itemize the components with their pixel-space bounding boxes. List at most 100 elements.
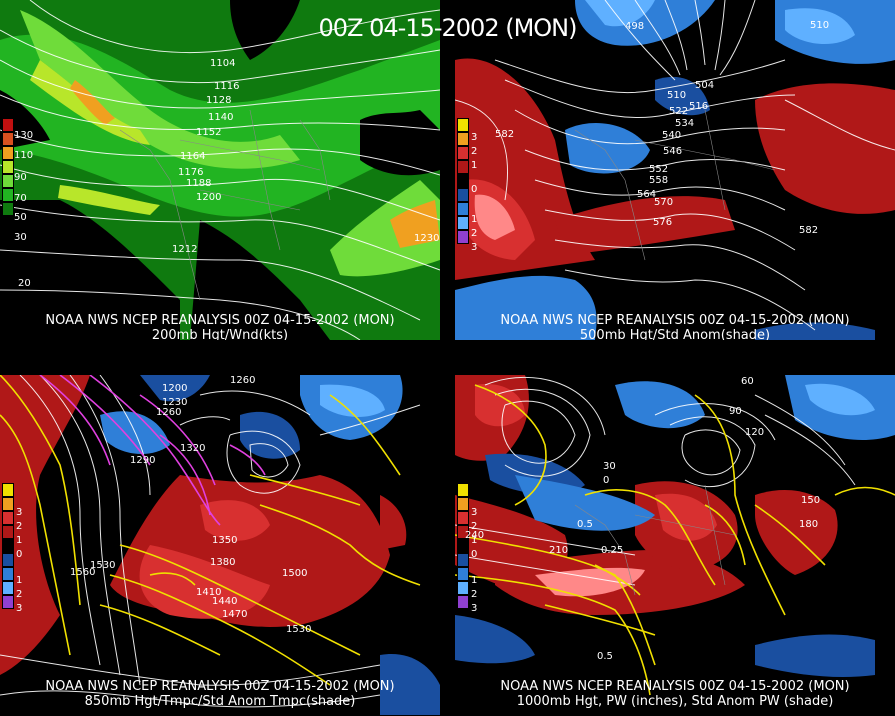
contour-label: 1410 <box>196 587 222 598</box>
contour-label: 30 <box>603 461 616 472</box>
contour-label: 558 <box>649 175 669 186</box>
legend-tick: 1 <box>471 214 478 225</box>
contour-label: 1200 <box>162 383 188 394</box>
contour-label: 0.5 <box>577 519 593 530</box>
legend-tick: 0 <box>471 549 478 560</box>
caption-line-2: 200mb Hgt/Wnd(kts) <box>151 328 289 340</box>
legend-tick: 2 <box>16 589 23 600</box>
contour-label: 1530 <box>90 560 116 571</box>
caption-line-2: 1000mb Hgt, PW (inches), Std Anom PW (sh… <box>516 694 834 709</box>
legend-tick: 3 <box>471 507 478 518</box>
caption-line-1: NOAA NWS NCEP REANALYSIS 00Z 04-15-2002 … <box>45 313 395 328</box>
panel-1000mb: 3 2 1 0 1 2 3 60 90 120 150 180 210 240 … <box>455 375 895 715</box>
panel-850mb-caption: NOAA NWS NCEP REANALYSIS 00Z 04-15-2002 … <box>0 679 440 709</box>
contour-label: 1188 <box>186 178 212 189</box>
contour-label: 1530 <box>286 624 312 635</box>
contour-label: 504 <box>695 80 715 91</box>
caption-line-1: NOAA NWS NCEP REANALYSIS 00Z 04-15-2002 … <box>45 679 395 694</box>
legend-tick: 30 <box>14 232 27 243</box>
contour-label: 0 <box>603 475 610 486</box>
legend-tick: 110 <box>14 150 34 161</box>
panel-200mb-legend <box>2 118 14 230</box>
contour-label: 582 <box>495 129 515 140</box>
contour-label: 570 <box>654 197 674 208</box>
contour-label: 1560 <box>70 567 96 578</box>
contour-label: 1470 <box>222 609 248 620</box>
panel-200mb-caption: NOAA NWS NCEP REANALYSIS 00Z 04-15-2002 … <box>0 313 440 340</box>
map-title: 00Z 04-15-2002 (MON) <box>318 14 578 42</box>
contour-label: 1230 <box>414 233 440 244</box>
contour-label: 180 <box>799 519 819 530</box>
contour-label: 1380 <box>210 557 236 568</box>
contour-label: 1260 <box>230 375 256 386</box>
contour-label: 534 <box>675 118 695 129</box>
contour-label: 1116 <box>214 81 240 92</box>
contour-label: 1290 <box>130 455 156 466</box>
panel-1000mb-caption: NOAA NWS NCEP REANALYSIS 00Z 04-15-2002 … <box>455 679 895 709</box>
legend-tick: 50 <box>14 212 27 223</box>
contour-label: 564 <box>637 189 657 200</box>
panel-200mb-map <box>0 0 440 340</box>
contour-label: 1128 <box>206 95 232 106</box>
legend-tick: 130 <box>14 130 34 141</box>
caption-line-1: NOAA NWS NCEP REANALYSIS 00Z 04-15-2002 … <box>500 679 850 694</box>
legend-tick: 2 <box>471 146 478 157</box>
contour-label: 0.25 <box>601 545 624 556</box>
contour-label: 210 <box>549 545 569 556</box>
caption-line-2: 500mb Hgt/Std Anom(shade) <box>579 328 771 340</box>
contour-label: 1164 <box>180 151 206 162</box>
contour-label: 1260 <box>156 407 182 418</box>
contour-label: 582 <box>799 225 819 236</box>
contour-label: 1350 <box>212 535 238 546</box>
legend-tick: 0 <box>471 184 478 195</box>
legend-tick: 20 <box>18 278 31 289</box>
contour-label: 120 <box>745 427 765 438</box>
contour-label: 90 <box>729 406 742 417</box>
legend-tick: 3 <box>471 242 478 253</box>
legend-tick: 1 <box>471 160 478 171</box>
contour-label: 540 <box>662 130 682 141</box>
contour-label: 1230 <box>162 397 188 408</box>
contour-label: 546 <box>663 146 683 157</box>
legend-tick: 3 <box>16 603 23 614</box>
legend-tick: 1 <box>16 535 23 546</box>
legend-tick: 3 <box>471 132 478 143</box>
legend-tick: 2 <box>16 521 23 532</box>
contour-label: 1500 <box>282 568 308 579</box>
contour-label: 516 <box>689 101 709 112</box>
panel-500mb-map <box>455 0 895 340</box>
contour-label: 498 <box>625 21 645 32</box>
legend-tick: 1 <box>471 535 478 546</box>
panel-200mb: 130 110 90 70 50 30 20 1104 1116 1128 11… <box>0 0 440 340</box>
legend-tick: 2 <box>471 228 478 239</box>
contour-label: 1440 <box>212 596 238 607</box>
contour-label: 510 <box>667 90 687 101</box>
legend-tick: 3 <box>16 507 23 518</box>
caption-line-1: NOAA NWS NCEP REANALYSIS 00Z 04-15-2002 … <box>500 313 850 328</box>
panel-500mb-legend <box>457 118 469 244</box>
contour-label: 1320 <box>180 443 206 454</box>
legend-tick: 0 <box>16 549 23 560</box>
contour-label: 60 <box>741 376 754 387</box>
legend-tick: 70 <box>14 193 27 204</box>
panel-850mb: 3 2 1 0 1 2 3 1200 1230 1260 1260 1290 1… <box>0 375 440 715</box>
contour-label: 522 <box>669 106 689 117</box>
panel-1000mb-map <box>455 375 895 715</box>
contour-label: 576 <box>653 217 673 228</box>
legend-tick: 3 <box>471 603 478 614</box>
legend-tick: 2 <box>471 589 478 600</box>
legend-tick: 1 <box>16 575 23 586</box>
contour-label: 552 <box>649 164 669 175</box>
contour-label: 1212 <box>172 244 198 255</box>
contour-label: 150 <box>801 495 821 506</box>
caption-line-2: 850mb Hgt/Tmpc/Std Anom Tmpc(shade) <box>84 694 356 709</box>
contour-label: 1200 <box>196 192 222 203</box>
contour-label: 1104 <box>210 58 236 69</box>
panel-1000mb-legend <box>457 483 469 609</box>
contour-label: 510 <box>810 20 830 31</box>
legend-tick: 90 <box>14 172 27 183</box>
contour-label: 1140 <box>208 112 234 123</box>
legend-tick: 1 <box>471 575 478 586</box>
contour-label: 240 <box>465 530 485 541</box>
legend-tick: 2 <box>471 521 478 532</box>
